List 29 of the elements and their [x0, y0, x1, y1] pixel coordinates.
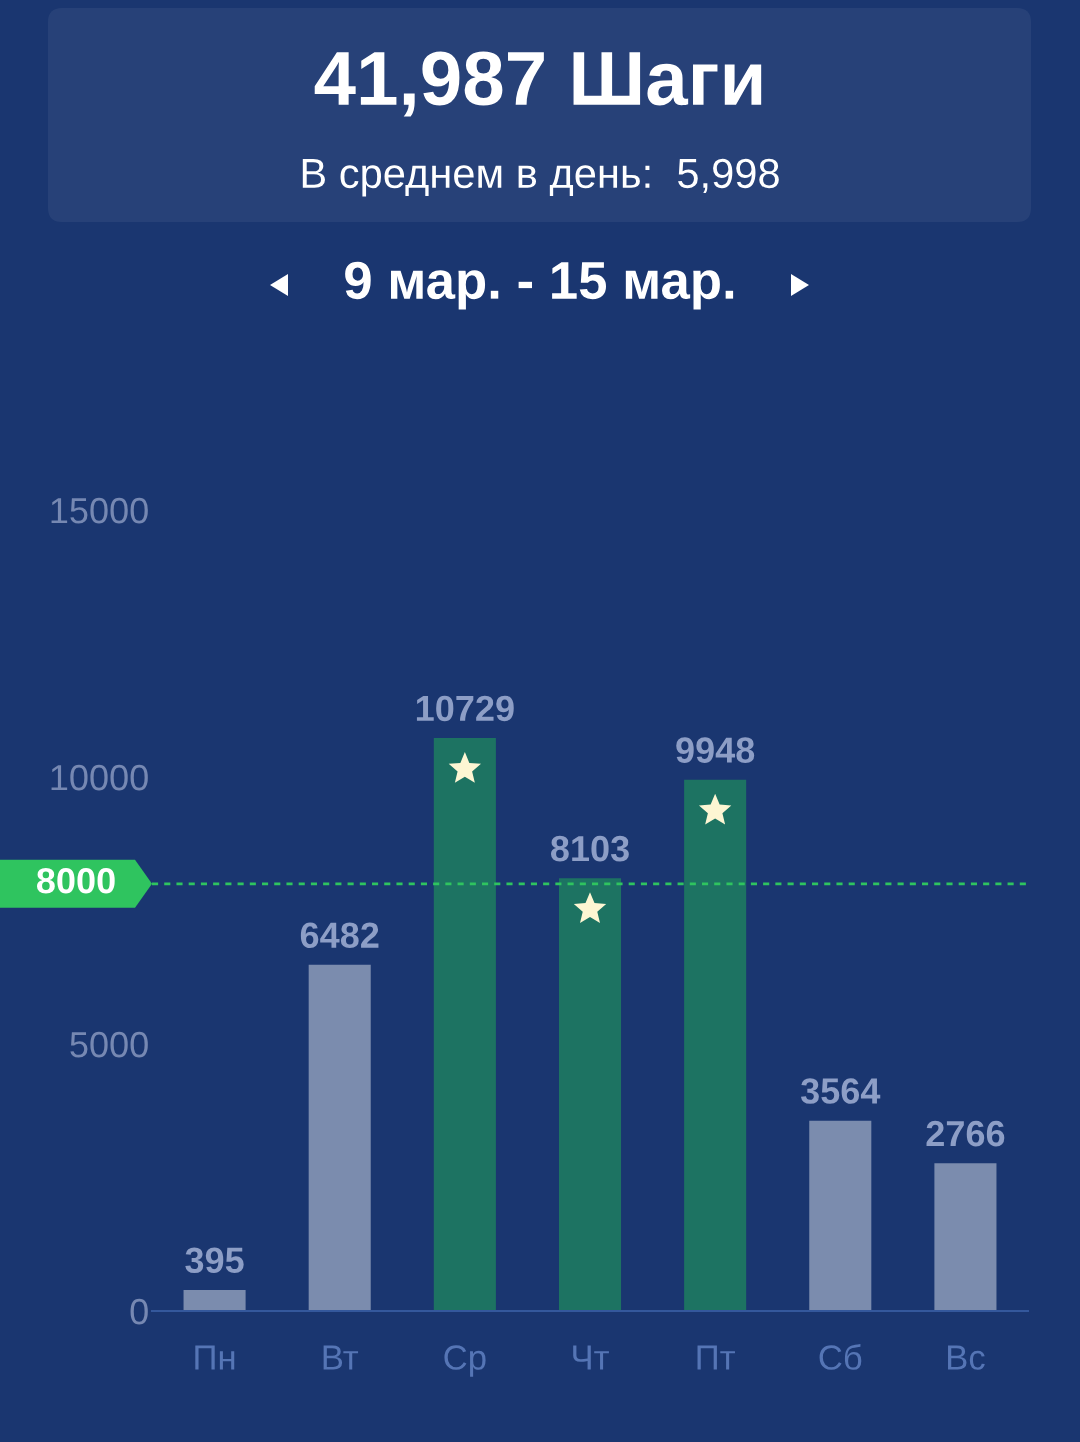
chart-title: 41,987 Шаги	[314, 51, 762, 117]
x-tick-label: Пт	[697, 1345, 735, 1370]
x-tick-label: Ср	[444, 1345, 486, 1377]
data-label: 395	[185, 1247, 244, 1274]
bar	[433, 738, 496, 1311]
x-tick-label: Чт	[573, 1345, 609, 1370]
data-label: 6482	[300, 922, 379, 948]
data-label: 9948	[676, 737, 755, 763]
bar	[558, 878, 622, 1311]
y-tick-label: 5000	[70, 1031, 148, 1058]
bar	[809, 1120, 872, 1311]
data-label: 10729	[416, 695, 514, 722]
bar	[684, 779, 747, 1311]
chart-subtitle: В среднем в день: 5,998	[302, 158, 779, 197]
y-tick-label: 0	[130, 1298, 148, 1325]
data-label: 3564	[800, 1078, 881, 1104]
bar	[308, 964, 371, 1311]
ref-line-label: 8000	[36, 867, 115, 894]
x-tick-label: Сб	[819, 1344, 862, 1370]
data-label: 8103	[550, 835, 629, 862]
x-tick-label: Пн	[195, 1345, 235, 1370]
bar	[183, 1289, 246, 1311]
text: 9 мар. - 15 мар.	[345, 261, 734, 310]
y-tick-label: 10000	[51, 764, 148, 791]
y-tick-label: 15000	[51, 497, 148, 524]
data-label: 2766	[926, 1120, 1005, 1147]
x-tick-label: Вс	[948, 1345, 985, 1370]
bar	[934, 1163, 997, 1311]
x-tick-label: Вт	[323, 1345, 359, 1370]
